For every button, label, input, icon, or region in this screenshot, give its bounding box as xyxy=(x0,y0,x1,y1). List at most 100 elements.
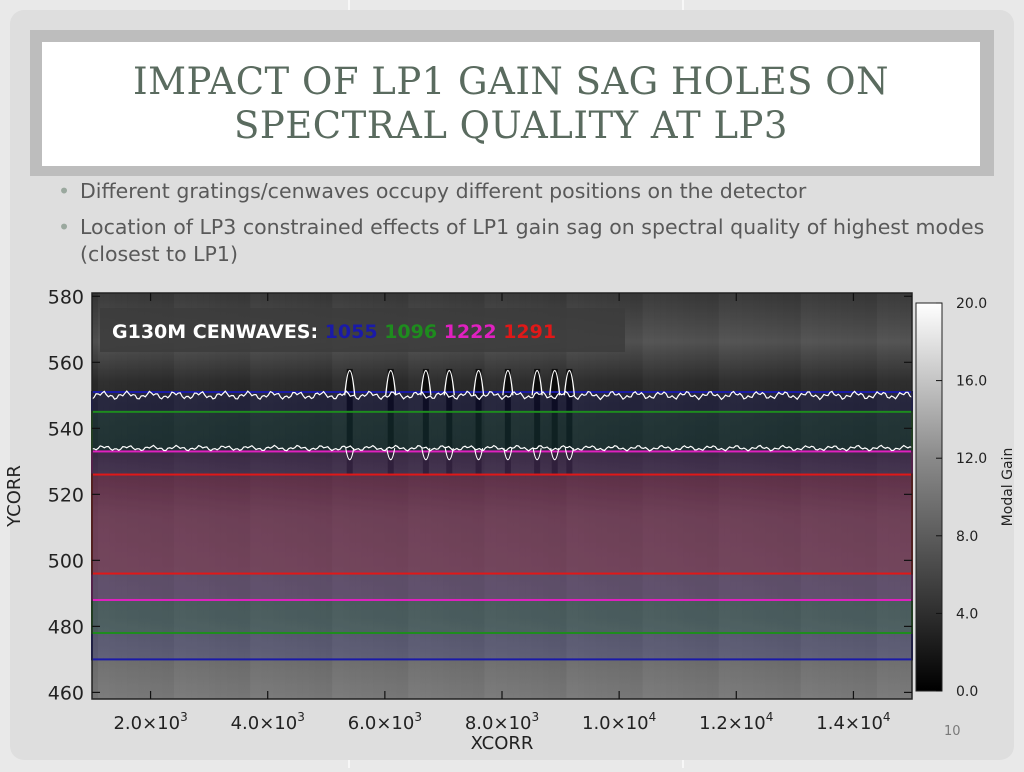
x-tick-label: 2.0×103 xyxy=(113,710,187,734)
gain-map-streak xyxy=(876,293,883,699)
y-tick-label: 540 xyxy=(48,418,84,440)
gain-map-streak xyxy=(209,293,215,699)
gain-map-streak xyxy=(297,293,303,699)
gain-map-streak xyxy=(636,293,643,699)
gain-sag-hole xyxy=(504,368,511,475)
profile-spike xyxy=(502,370,514,396)
gain-map-streak xyxy=(431,293,438,699)
gain-map-streak xyxy=(338,293,344,699)
gain-sag-hole xyxy=(551,368,558,475)
gain-map-streak xyxy=(291,293,297,699)
gain-map-streak xyxy=(121,293,128,699)
gain-map-streak xyxy=(220,293,227,699)
x-tick-label: 4.0×103 xyxy=(231,710,305,734)
gain-map-streak xyxy=(203,293,210,699)
x-tick-label: 1.0×104 xyxy=(582,710,656,734)
gain-map-streak xyxy=(185,293,192,699)
gain-map-streak xyxy=(736,293,743,699)
gain-map-streak xyxy=(671,293,678,699)
gain-map-streak xyxy=(794,293,801,699)
gain-map-streak xyxy=(666,293,672,699)
profile-dip xyxy=(474,448,484,461)
gain-map-streak xyxy=(326,293,333,699)
profile-spike xyxy=(549,370,561,396)
gain-map-streak xyxy=(865,293,871,699)
gain-map-streak xyxy=(824,293,830,699)
gain-sag-hole xyxy=(346,368,353,475)
bullet-list: Different gratings/cenwaves occupy diffe… xyxy=(56,178,996,277)
gain-map-streak xyxy=(718,293,725,699)
gain-map-streak xyxy=(168,293,174,699)
profile-dip xyxy=(550,448,560,461)
gain-map-streak xyxy=(92,293,98,699)
gain-map-streak xyxy=(349,293,356,699)
profile-trace-lower xyxy=(91,444,913,452)
x-axis-label: XCORR xyxy=(471,733,534,754)
gain-map-streak xyxy=(174,293,180,699)
profile-spike xyxy=(472,370,485,396)
region-1291 xyxy=(91,473,913,575)
profile-dip xyxy=(421,448,431,461)
gain-map-streak xyxy=(543,293,549,699)
gain-map-streak xyxy=(578,293,584,699)
gain-map-streak xyxy=(138,293,145,699)
gain-map-streak xyxy=(361,293,368,699)
gain-map-streak xyxy=(859,293,866,699)
profile-dip xyxy=(503,448,513,461)
gain-map-streak xyxy=(601,293,608,699)
gain-map-streak xyxy=(466,293,473,699)
gain-map-streak xyxy=(572,293,579,699)
gain-map-streak xyxy=(455,293,461,699)
profile-dip xyxy=(564,448,574,461)
gain-sag-hole xyxy=(475,368,482,475)
gain-map-streak xyxy=(642,293,649,699)
gain-map-streak xyxy=(777,293,784,699)
gain-map-streak xyxy=(420,293,426,699)
gain-map-streak xyxy=(525,293,532,699)
gain-map-streak xyxy=(742,293,748,699)
gain-map-streak xyxy=(267,293,274,699)
gain-sag-hole xyxy=(422,368,429,475)
gain-map-streak xyxy=(888,293,895,699)
gain-map-streak xyxy=(607,293,614,699)
gain-map-streak xyxy=(384,293,391,699)
gain-map-streak xyxy=(332,293,338,699)
profile-dip xyxy=(345,448,355,461)
colorbar-tick-label: 0.0 xyxy=(956,684,978,700)
gain-map-streak xyxy=(513,293,520,699)
gain-sag-hole xyxy=(566,368,573,475)
profile-spike xyxy=(563,370,576,396)
gain-map-streak xyxy=(244,293,251,699)
region-1222 xyxy=(91,450,913,601)
y-tick-label: 560 xyxy=(48,352,84,374)
gain-map-streak xyxy=(472,293,479,699)
gain-map-streak xyxy=(215,293,221,699)
gain-map-streak xyxy=(648,293,655,699)
gain-map-streak xyxy=(765,293,772,699)
gain-map-streak xyxy=(630,293,637,699)
gain-map-streak xyxy=(226,293,233,699)
gain-map-streak xyxy=(273,293,280,699)
gain-map-streak xyxy=(308,293,315,699)
gain-map-streak xyxy=(390,293,397,699)
gain-map-streak xyxy=(402,293,409,699)
gain-map-streak xyxy=(560,293,567,699)
gain-map-streak xyxy=(730,293,737,699)
gain-map-streak xyxy=(800,293,807,699)
gain-map-streak xyxy=(156,293,163,699)
gain-map-streak xyxy=(759,293,766,699)
gain-map-streak xyxy=(285,293,292,699)
gain-map-streak xyxy=(841,293,848,699)
profile-dip xyxy=(444,448,454,461)
profile-spike xyxy=(531,370,543,396)
cenwave-1096: 1096 xyxy=(384,321,444,343)
gain-map xyxy=(92,293,912,699)
profile-spike xyxy=(443,370,455,396)
profile-trace-upper xyxy=(91,390,913,401)
y-axis-label: YCORR xyxy=(4,465,25,528)
gain-map-streak xyxy=(812,293,819,699)
title-box: IMPACT OF LP1 GAIN SAG HOLES ON SPECTRAL… xyxy=(42,42,980,166)
colorbar-tick-label: 8.0 xyxy=(956,529,978,545)
gain-map-streak xyxy=(379,293,385,699)
gain-map-streak xyxy=(584,293,590,699)
